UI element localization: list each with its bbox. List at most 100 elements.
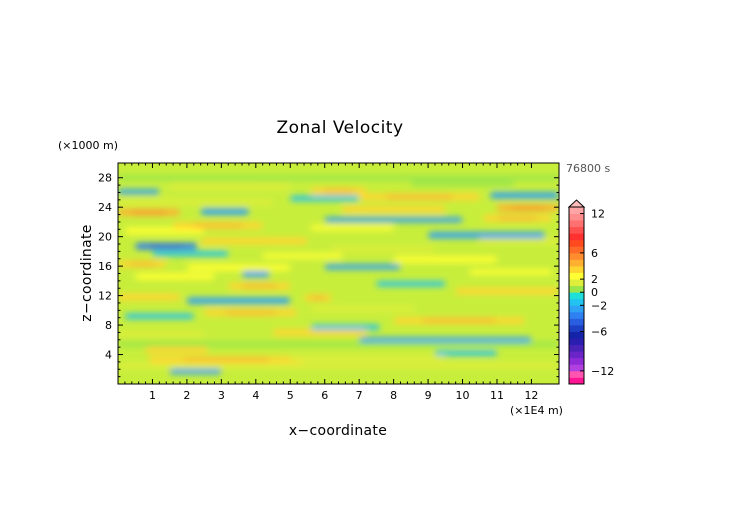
contour-band-core bbox=[323, 189, 354, 193]
colorbar-segment bbox=[569, 220, 584, 228]
colorbar-frame bbox=[568, 206, 585, 385]
contour-band bbox=[490, 192, 559, 199]
y-tick-label: 12 bbox=[98, 290, 112, 303]
contour-band bbox=[118, 199, 274, 205]
x-tick-label: 9 bbox=[425, 389, 432, 402]
colorbar-tick-label: −12 bbox=[591, 365, 614, 378]
plot-area bbox=[118, 163, 559, 384]
contour-band bbox=[169, 368, 222, 375]
colorbar-segment bbox=[569, 233, 584, 241]
colorbar-segment bbox=[569, 351, 584, 359]
colorbar-segment bbox=[569, 252, 584, 260]
contour-band bbox=[376, 281, 446, 287]
contour-band bbox=[124, 227, 205, 234]
colorbar-segment bbox=[569, 239, 584, 247]
contour-band bbox=[324, 217, 463, 223]
colorbar-segment bbox=[569, 318, 584, 326]
contour-band bbox=[455, 287, 559, 295]
contour-band bbox=[200, 208, 249, 215]
colorbar-segment bbox=[569, 272, 584, 280]
contour-band-core bbox=[242, 284, 277, 288]
x-axis-unit: (×1E4 m) bbox=[510, 404, 563, 417]
contour-band bbox=[118, 331, 205, 337]
colorbar-segment bbox=[569, 338, 584, 346]
colorbar-segment bbox=[569, 344, 584, 352]
contour-band-core bbox=[128, 262, 156, 266]
contour-band bbox=[169, 183, 291, 190]
contour-band bbox=[310, 225, 394, 231]
x-tick-label: 1 bbox=[149, 389, 156, 402]
colorbar-segment bbox=[569, 285, 584, 293]
contour-band bbox=[479, 238, 559, 244]
colorbar-segment bbox=[569, 292, 584, 300]
y-tick-label: 4 bbox=[105, 349, 112, 362]
contour-band bbox=[469, 269, 553, 275]
colorbar-segment bbox=[569, 213, 584, 221]
x-tick-label: 4 bbox=[252, 389, 259, 402]
time-label: 76800 s bbox=[566, 162, 610, 175]
contour-band bbox=[186, 264, 291, 271]
y-axis-label: z−coordinate bbox=[79, 224, 95, 321]
contour-band-core bbox=[498, 216, 537, 220]
colorbar-tick-label: 12 bbox=[591, 208, 605, 221]
colorbar: 12 6 20−2 −6 −12 bbox=[567, 199, 614, 385]
x-tick-label: 5 bbox=[287, 389, 294, 402]
contour-bands bbox=[118, 175, 559, 375]
contour-band bbox=[145, 346, 208, 354]
contour-band bbox=[118, 362, 559, 369]
contour-band-core bbox=[131, 210, 167, 214]
contour-band bbox=[186, 297, 291, 304]
contour-band-core bbox=[225, 310, 277, 315]
y-tick-label: 28 bbox=[98, 172, 112, 185]
y-axis-ticks: 4 8 12 16 20 24 28 bbox=[98, 172, 559, 378]
colorbar-segment bbox=[569, 305, 584, 313]
x-tick-label: 8 bbox=[390, 389, 397, 402]
contour-band bbox=[290, 355, 446, 361]
contour-band bbox=[331, 246, 435, 252]
x-tick-label: 2 bbox=[183, 389, 190, 402]
x-tick-label: 12 bbox=[524, 389, 538, 402]
x-tick-label: 7 bbox=[356, 389, 363, 402]
contour-band-core bbox=[149, 244, 184, 248]
contour-band-core bbox=[193, 224, 243, 228]
colorbar-tick-label: 0 bbox=[591, 286, 598, 299]
colorbar-segment bbox=[569, 357, 584, 365]
colorbar-segment bbox=[569, 325, 584, 332]
x-tick-label: 3 bbox=[218, 389, 225, 402]
colorbar-tick-label: 6 bbox=[591, 247, 598, 260]
x-tick-label: 11 bbox=[490, 389, 504, 402]
contour-band bbox=[324, 264, 401, 270]
contour-band bbox=[262, 253, 342, 259]
contour-band bbox=[124, 313, 194, 319]
colorbar-extend-arrow bbox=[567, 199, 586, 208]
x-axis-label: x−coordinate bbox=[289, 423, 387, 439]
colorbar-segment bbox=[569, 311, 584, 319]
contour-band-core bbox=[386, 195, 453, 199]
contour-band bbox=[341, 206, 446, 213]
colorbar-tick-label: −6 bbox=[591, 326, 607, 339]
contour-band-core bbox=[510, 206, 546, 210]
colorbar-segment bbox=[569, 364, 584, 372]
y-axis-unit: (×1000 m) bbox=[58, 139, 118, 152]
contour-band bbox=[359, 337, 532, 343]
contour-band bbox=[242, 271, 270, 278]
contour-band bbox=[393, 256, 497, 263]
colorbar-segment bbox=[569, 298, 584, 306]
y-tick-label: 8 bbox=[105, 319, 112, 332]
y-tick-label: 24 bbox=[98, 201, 112, 214]
colorbar-segment bbox=[569, 377, 584, 385]
contour-band bbox=[434, 350, 497, 356]
contour-band bbox=[118, 175, 559, 181]
contour-band-core bbox=[423, 319, 496, 323]
colorbar-segment bbox=[569, 331, 584, 339]
contour-band bbox=[410, 181, 515, 187]
y-tick-label: 16 bbox=[98, 260, 112, 273]
contour-band-core bbox=[310, 296, 326, 300]
contour-band bbox=[273, 329, 367, 336]
colorbar-tick-label: 2 bbox=[591, 273, 598, 286]
contour-band bbox=[310, 324, 380, 330]
colorbar-segment bbox=[569, 246, 584, 254]
x-axis-ticks: 1 2 3 4 5 6 7 8 9 10 11 12 bbox=[124, 163, 538, 402]
y-tick-label: 20 bbox=[98, 231, 112, 244]
